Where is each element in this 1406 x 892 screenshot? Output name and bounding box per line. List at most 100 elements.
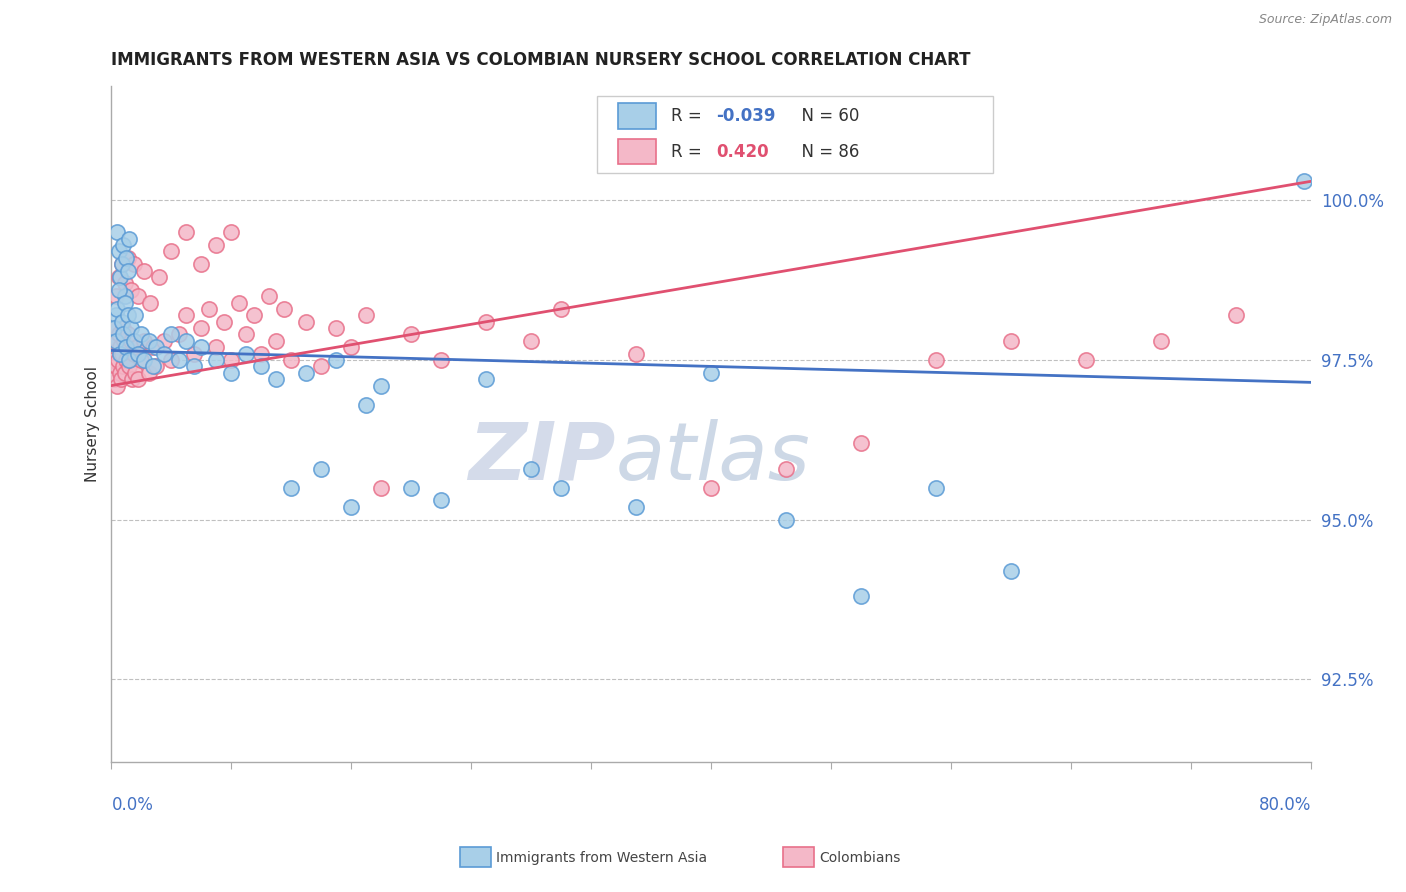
Point [1150, 334, 1173, 348]
Point [257, 289, 280, 303]
Point [176, 309, 198, 323]
Point [108, 327, 131, 342]
Point [520, 461, 543, 475]
Point [243, 309, 266, 323]
Point [183, 359, 205, 374]
Point [122, 334, 145, 348]
Point [101, 353, 124, 368]
Point [114, 366, 136, 380]
Point [370, 481, 392, 495]
Point [176, 225, 198, 239]
Point [115, 251, 138, 265]
Point [112, 334, 135, 348]
Point [160, 327, 183, 342]
Point [138, 334, 160, 348]
FancyBboxPatch shape [598, 95, 993, 173]
Point [111, 257, 134, 271]
Point [311, 359, 333, 374]
Point [370, 378, 392, 392]
Point [127, 346, 149, 360]
Point [111, 321, 134, 335]
Point [118, 232, 141, 246]
Point [114, 289, 136, 303]
Point [228, 295, 250, 310]
Point [430, 353, 453, 368]
Point [107, 378, 129, 392]
Point [1000, 564, 1022, 578]
Point [134, 334, 156, 348]
Point [325, 353, 347, 368]
Point [124, 309, 146, 323]
Point [430, 493, 453, 508]
Text: 0.0%: 0.0% [111, 796, 153, 814]
Point [103, 334, 125, 348]
Point [550, 301, 572, 316]
Point [340, 500, 363, 514]
FancyBboxPatch shape [617, 138, 657, 164]
Point [295, 366, 318, 380]
Point [104, 289, 127, 303]
Point [520, 334, 543, 348]
Point [167, 327, 190, 342]
Point [110, 346, 132, 360]
Text: IMMIGRANTS FROM WESTERN ASIA VS COLOMBIAN NURSERY SCHOOL CORRELATION CHART: IMMIGRANTS FROM WESTERN ASIA VS COLOMBIA… [111, 51, 972, 69]
Point [700, 481, 723, 495]
Text: N = 86: N = 86 [790, 143, 859, 161]
Point [198, 301, 221, 316]
Point [103, 372, 125, 386]
Point [775, 461, 797, 475]
Point [183, 346, 205, 360]
Point [131, 327, 153, 342]
Point [176, 334, 198, 348]
Point [167, 353, 190, 368]
Text: atlas: atlas [616, 418, 810, 497]
Point [124, 366, 146, 380]
Point [110, 340, 132, 354]
Point [120, 283, 142, 297]
Text: R =: R = [671, 107, 707, 125]
Point [280, 481, 302, 495]
Point [626, 346, 648, 360]
Point [107, 225, 129, 239]
Point [221, 225, 243, 239]
Point [134, 263, 156, 277]
Point [356, 309, 378, 323]
Point [925, 481, 948, 495]
Point [114, 277, 136, 291]
Point [221, 366, 243, 380]
Point [108, 270, 131, 285]
Point [311, 461, 333, 475]
Point [851, 436, 873, 450]
Point [104, 359, 127, 374]
Point [205, 238, 228, 252]
Point [266, 372, 288, 386]
Point [112, 238, 135, 252]
Point [190, 340, 212, 354]
Text: N = 60: N = 60 [790, 107, 859, 125]
Text: 0.420: 0.420 [716, 143, 769, 161]
Point [108, 283, 131, 297]
Point [325, 321, 347, 335]
Point [118, 353, 141, 368]
Point [108, 366, 131, 380]
Point [125, 340, 148, 354]
Point [356, 398, 378, 412]
Point [138, 366, 160, 380]
Text: Source: ZipAtlas.com: Source: ZipAtlas.com [1258, 13, 1392, 27]
Point [190, 257, 212, 271]
Y-axis label: Nursery School: Nursery School [86, 366, 100, 482]
Point [550, 481, 572, 495]
Point [111, 257, 134, 271]
Point [121, 372, 143, 386]
Point [114, 295, 136, 310]
Point [250, 359, 273, 374]
Point [120, 321, 142, 335]
Point [105, 334, 128, 348]
Point [295, 315, 318, 329]
Point [112, 359, 135, 374]
Point [235, 346, 257, 360]
Point [104, 321, 127, 335]
Point [700, 366, 723, 380]
Point [117, 327, 139, 342]
Point [120, 334, 142, 348]
